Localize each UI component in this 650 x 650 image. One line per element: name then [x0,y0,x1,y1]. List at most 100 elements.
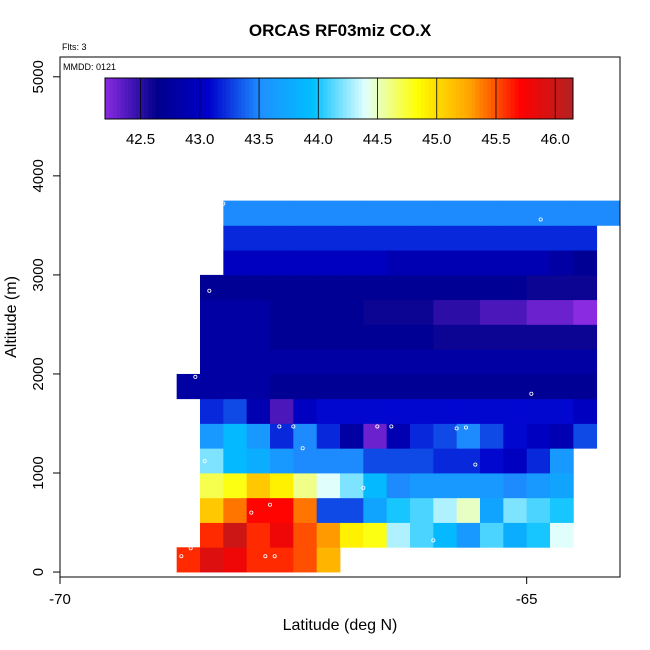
colorbar-segment [378,78,383,119]
heatmap-cell [270,299,294,325]
colorbar-segment [323,78,328,119]
colorbar-segment [553,78,558,119]
colorbar-segment [163,78,168,119]
colorbar-segment [448,78,453,119]
colorbar-segment [108,78,114,119]
sample-point [221,201,226,206]
colorbar-tick-label: 44.0 [304,131,333,148]
heatmap-cell [456,423,481,449]
heatmap-cell [223,547,248,573]
heatmap-cell [316,473,341,499]
heatmap-cell [503,299,528,325]
heatmap-cell [176,373,201,400]
heatmap-cell [526,200,551,226]
colorbar-segment [374,78,379,119]
heatmap-cell [270,225,294,251]
heatmap-cell [223,373,248,400]
heatmap-cell [503,250,528,276]
heatmap-cell [526,398,551,424]
heatmap-cell [270,522,294,548]
sample-point [599,304,604,309]
sample-point [188,546,193,551]
heatmap-cell [293,547,318,573]
heatmap-cell [550,398,574,424]
y-tick-label: 3000 [30,258,47,291]
colorbar-segment [292,78,297,119]
heatmap-cell [200,349,224,375]
colorbar-segment [452,78,457,119]
colorbar-segment [463,78,469,119]
heatmap-cell [316,522,341,548]
heatmap-cell [293,349,318,375]
colorbar-segment [147,78,153,119]
heatmap-cell [410,473,434,499]
colorbar-segment [549,78,554,119]
heatmap-cell [480,299,504,325]
heatmap-cell [340,250,364,276]
heatmap-cell [340,373,364,400]
colorbar-segment [116,78,122,119]
colorbar-segment [319,78,324,119]
heatmap-cell [316,200,341,226]
colorbar-segment [506,78,512,119]
colorbar-segment [354,78,359,119]
heatmap-cell [200,522,224,548]
colorbar-segment [237,78,242,119]
heatmap-cell [573,373,598,400]
colorbar-segment [385,78,391,119]
colorbar-segment [420,78,426,119]
colorbar-tick-label: 45.0 [422,131,451,148]
heatmap-cell [410,274,434,301]
colorbar-tick-label: 43.5 [244,131,273,148]
colorbar-segment [303,78,309,119]
colorbar-segment [261,78,266,119]
colorbar-segment [440,78,445,119]
heatmap-cell [223,448,248,474]
heatmap-cell [410,200,434,226]
heatmap-cell [246,473,271,499]
heatmap-cell [480,373,504,400]
heatmap-cell [200,547,224,573]
heatmap-cell [223,423,248,449]
heatmap-cell [246,274,271,301]
colorbar-segment [483,78,488,119]
heatmap-cell [456,324,481,350]
colorbar-segment [249,78,254,119]
heatmap-cell [340,274,364,301]
colorbar-segment [198,78,203,119]
heatmap-cell [386,250,411,276]
heatmap-cell [270,349,294,375]
heatmap-cell [340,398,364,424]
heatmap-cell [410,423,434,449]
heatmap-cell [526,324,551,350]
sample-point [473,462,478,467]
colorbar-segment [311,78,317,119]
heatmap-cell [480,250,504,276]
heatmap-cell [410,522,434,548]
heatmap-cell [456,522,481,548]
heatmap-cell [526,497,551,523]
heatmap-cell [246,547,271,573]
colorbar-segment [413,78,418,119]
colorbar-segment [202,78,207,119]
heatmap-cell [293,274,318,301]
heatmap-cell [573,423,598,449]
heatmap-cell [340,423,364,449]
colorbar-segment [194,78,200,119]
heatmap-cell [223,299,248,325]
colorbar-segment [444,78,449,119]
heatmap-cell [480,274,504,301]
heatmap-cell [456,497,481,523]
heatmap-cell [363,274,388,301]
heatmap-cell [433,373,458,400]
heatmap-cell [596,200,621,226]
heatmap-cell [410,349,434,375]
heatmap-cell [223,473,248,499]
colorbar-segment [253,78,258,119]
colorbar-segment [175,78,180,119]
colorbar-segment [502,78,508,119]
heatmap-cell [550,324,574,350]
heatmap-cell [246,423,271,449]
heatmap-cell [293,522,318,548]
colorbar-segment [190,78,196,119]
